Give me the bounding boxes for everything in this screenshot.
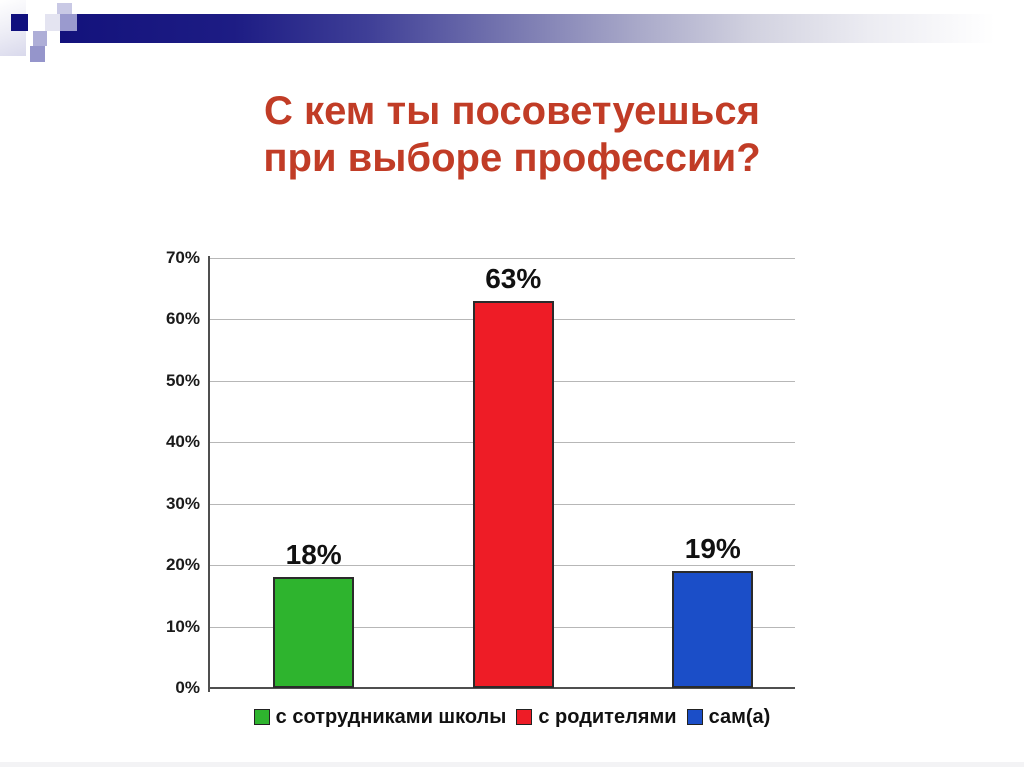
- legend-label: сам(а): [708, 705, 771, 728]
- y-tick-label: 0%: [175, 678, 200, 697]
- legend-item: сам(а): [686, 705, 771, 729]
- bar-parents: [472, 301, 554, 688]
- gridline: [208, 258, 795, 259]
- decoration-square-3: [60, 14, 77, 31]
- y-tick-label: 40%: [165, 432, 200, 452]
- decoration-square-navy: [11, 14, 28, 31]
- x-axis-line: [208, 687, 795, 689]
- bar-value-label: 19%: [684, 533, 741, 565]
- decoration-square-4: [33, 31, 47, 46]
- y-tick-label: 10%: [165, 616, 200, 636]
- decoration-square-2: [45, 14, 60, 31]
- legend-swatch: [686, 709, 703, 725]
- legend-swatch: [516, 709, 533, 725]
- decoration-square-5: [30, 46, 45, 62]
- y-tick-label: 50%: [165, 370, 200, 390]
- y-tick-label: 20%: [165, 555, 200, 575]
- legend-item: с родителями: [516, 705, 677, 729]
- legend-label: с родителями: [538, 705, 677, 728]
- slide-title-line-1: С кем ты посоветуешься: [264, 89, 760, 133]
- y-axis-line: [208, 256, 210, 692]
- slide-title: С кем ты посоветуешься при выборе профес…: [0, 88, 1024, 182]
- slide-title-line-2: при выборе профессии?: [263, 136, 761, 181]
- legend-swatch: [253, 709, 270, 725]
- y-tick-label: 70%: [165, 248, 200, 267]
- bar-self: [672, 571, 754, 688]
- y-tick-label: 60%: [165, 309, 200, 329]
- legend-label: с сотрудниками школы: [275, 705, 507, 728]
- header-gradient-band: [60, 14, 1024, 43]
- bar-value-label: 18%: [285, 539, 342, 571]
- bar-school-staff: [273, 577, 355, 688]
- chart-legend: с сотрудниками школы с родителями сам(а): [0, 700, 1024, 734]
- footer-strip: [0, 762, 1024, 767]
- decoration-square-1: [57, 3, 72, 17]
- legend-item: с сотрудниками школы: [253, 705, 507, 729]
- y-tick-label: 30%: [165, 493, 200, 513]
- bar-value-label: 63%: [485, 263, 542, 294]
